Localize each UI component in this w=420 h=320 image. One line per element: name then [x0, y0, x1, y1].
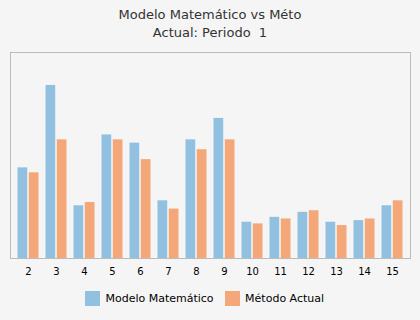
svg-text:8: 8: [193, 266, 199, 277]
svg-text:5: 5: [109, 266, 115, 277]
svg-text:14: 14: [358, 266, 371, 277]
svg-text:7: 7: [165, 266, 171, 277]
html-text:Modelo Matemático vs Méto: Modelo Matemático vs Méto: [118, 7, 302, 22]
svg-text:13: 13: [330, 266, 343, 277]
svg-text:15: 15: [386, 266, 399, 277]
svg-text:2: 2: [25, 266, 31, 277]
html-text:Método Actual: Método Actual: [245, 292, 325, 305]
svg-text:6: 6: [137, 266, 143, 277]
svg-text:10: 10: [246, 266, 259, 277]
svg-text:12: 12: [302, 266, 315, 277]
html-text:Actual: Periodo 1: Actual: Periodo 1: [152, 25, 268, 40]
svg-text:11: 11: [274, 266, 287, 277]
svg-text:9: 9: [221, 266, 227, 277]
svg-text:3: 3: [53, 266, 59, 277]
html-text:Modelo Matemático: Modelo Matemático: [105, 292, 214, 305]
svg-text:4: 4: [81, 266, 87, 277]
